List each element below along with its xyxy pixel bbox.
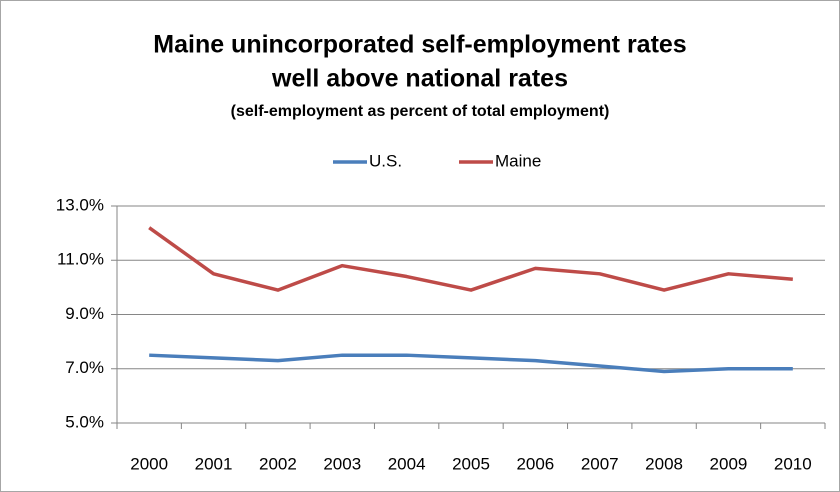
x-tick-label: 2007: [581, 454, 619, 473]
x-tick-label: 2000: [130, 454, 168, 473]
y-tick-label: 5.0%: [65, 412, 104, 431]
series-line: [149, 353, 793, 374]
y-tick-label: 7.0%: [65, 358, 104, 377]
x-tick-label: 2002: [259, 454, 297, 473]
chart-title: Maine unincorporated self-employment rat…: [153, 31, 686, 59]
x-tick-label: 2009: [710, 454, 748, 473]
x-tick-label: 2006: [516, 454, 554, 473]
x-tick-label: 2001: [195, 454, 233, 473]
x-tick-label: 2010: [774, 454, 812, 473]
legend-label: Maine: [495, 151, 541, 170]
x-tick-label: 2004: [388, 454, 426, 473]
series-line: [148, 226, 793, 292]
y-tick-label: 9.0%: [65, 304, 104, 323]
chart-subtitle: (self-employment as percent of total emp…: [231, 103, 610, 120]
x-tick-label: 2003: [323, 454, 361, 473]
chart-title: well above national rates: [271, 65, 568, 93]
y-tick-label: 13.0%: [56, 195, 104, 214]
x-tick-label: 2005: [452, 454, 490, 473]
x-tick-label: 2008: [645, 454, 683, 473]
legend-label: U.S.: [369, 151, 402, 170]
y-tick-label: 11.0%: [57, 250, 104, 269]
